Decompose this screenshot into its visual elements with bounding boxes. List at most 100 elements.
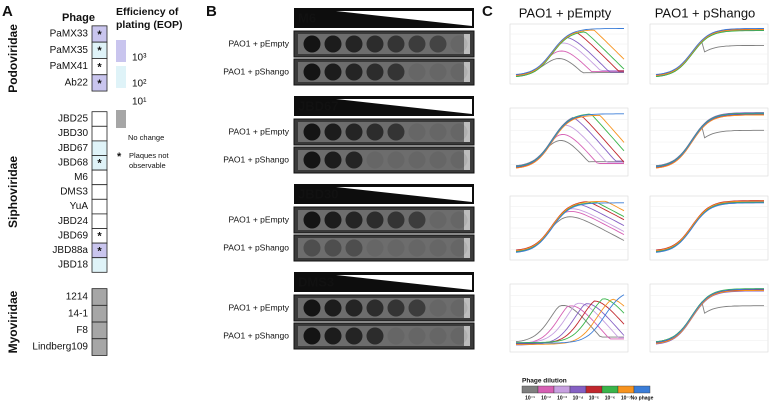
plate-agar [298,150,468,170]
plate-row-label: PAO1 + pEmpty [228,126,289,136]
growth-curve [655,28,764,75]
eop-cell [91,304,108,323]
plaque-spot [408,123,426,141]
plaque-spot [408,151,426,169]
phage-name: PaMX35 [50,45,89,56]
phage-header: DMS3 [298,274,334,289]
growth-curve [655,112,764,167]
plate-edge [464,210,470,230]
plaque-spot [324,211,342,229]
legend-swatch [116,92,126,114]
plaque-spot [450,299,468,317]
plaque-spot [429,35,447,53]
dilution-label: 10⁻⁵ [589,395,600,401]
legend-title: Efficiency of [116,6,179,18]
eop-cell [91,111,108,127]
plaque-spot [324,239,342,257]
plaque-spot [408,211,426,229]
eop-cell [91,140,108,156]
phage-name: Ab22 [65,78,89,89]
growth-curve [655,112,764,167]
dilution-label: 10⁻² [541,395,551,401]
plaque-spot [408,63,426,81]
plaque-spot [366,211,384,229]
plaque-spot [387,239,405,257]
dilution-swatch [537,385,555,394]
eop-mark: * [97,62,102,74]
phage-name: JBD24 [58,216,88,227]
plaque-spot [408,327,426,345]
dilution-swatch [585,385,603,394]
plate-row-label: PAO1 + pEmpty [228,214,289,224]
growth-curve [515,304,624,343]
phage-name: JBD30 [58,128,88,139]
plate-row-label: PAO1 + pShango [223,154,289,164]
plaque-spot [429,123,447,141]
growth-curve [516,298,625,344]
dilution-wedge [336,99,472,114]
eop-cell [91,338,108,356]
phage-header: M6 [298,10,316,25]
plaque-spot [366,123,384,141]
dilution-label: 10⁻⁶ [605,395,616,401]
plaque-spot [366,151,384,169]
legend-swatch [116,110,126,128]
family-label: Podoviridae [6,24,20,93]
phage-name: YuA [70,201,89,212]
dilution-label: 10⁻⁷ [621,395,631,401]
growth-curve [515,200,625,252]
plate-row-label: PAO1 + pEmpty [228,38,289,48]
dilution-swatch [569,385,587,394]
plate-edge [464,238,470,258]
plaque-spot [324,327,342,345]
growth-curve [515,113,625,167]
plate-edge [464,298,470,318]
plaque-spot [450,211,468,229]
phage-name: JBD67 [58,143,88,154]
phage-name: JBD25 [58,114,88,125]
eop-cell [91,74,108,92]
eop-mark: * [97,158,102,170]
dilution-wedge [336,275,472,290]
legend-swatch [116,66,126,88]
plaque-spot [303,327,321,345]
phage-name: JBD18 [58,260,88,271]
growth-curve [655,200,764,252]
dilution-wedge [336,11,472,26]
eop-cell [91,257,108,273]
plaque-spot [387,327,405,345]
plaque-spot [429,63,447,81]
plaque-spot [366,327,384,345]
legend-label: 10¹ [132,97,147,108]
growth-curve [515,28,624,75]
plaque-spot [429,239,447,257]
plaque-spot [387,299,405,317]
plaque-spot [408,299,426,317]
growth-curve [655,113,764,168]
phage-name: JBD69 [58,230,88,241]
plate-edge [464,150,470,170]
plaque-spot [366,299,384,317]
plaque-spot [303,151,321,169]
dilution-legend-title: Phage dilution [522,378,567,385]
plate-row-label: PAO1 + pShango [223,242,289,252]
plaque-spot [303,123,321,141]
plaque-spot [303,299,321,317]
growth-curve [515,113,624,168]
eop-mark: * [97,231,102,243]
dilution-swatch [521,385,539,394]
growth-curve [655,30,764,78]
dilution-swatch [553,385,571,394]
legend-label: No change [128,133,164,142]
plaque-spot [387,211,405,229]
phage-name: PaMX41 [50,61,89,72]
plaque-spot [429,327,447,345]
growth-curve [515,114,625,169]
plaque-spot [345,123,363,141]
column-title: PAO1 + pShango [655,5,756,20]
growth-curve [516,294,625,344]
phage-name: Lindberg109 [32,342,88,353]
panel-label: C [482,3,493,20]
plaque-spot [450,239,468,257]
eop-cell [91,213,108,229]
